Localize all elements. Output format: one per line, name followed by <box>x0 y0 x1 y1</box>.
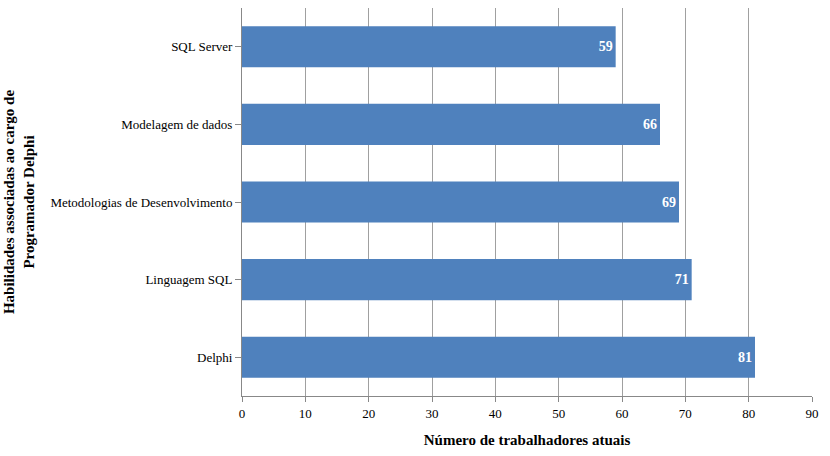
svg-text:Número de trabalhadores atuais: Número de trabalhadores atuais <box>424 432 631 448</box>
svg-text:40: 40 <box>489 406 502 421</box>
svg-text:69: 69 <box>662 195 676 210</box>
svg-text:71: 71 <box>675 272 689 287</box>
svg-text:20: 20 <box>362 406 375 421</box>
svg-text:70: 70 <box>679 406 692 421</box>
svg-text:80: 80 <box>742 406 755 421</box>
svg-text:66: 66 <box>643 117 657 132</box>
svg-text:Delphi: Delphi <box>197 350 233 365</box>
svg-text:0: 0 <box>239 406 246 421</box>
svg-text:Linguagem SQL: Linguagem SQL <box>145 272 232 287</box>
svg-text:59: 59 <box>599 39 613 54</box>
svg-text:81: 81 <box>738 350 752 365</box>
svg-text:Metodologias de Desenvolviment: Metodologias de Desenvolvimento <box>50 195 232 210</box>
svg-text:50: 50 <box>552 406 565 421</box>
svg-text:90: 90 <box>806 406 819 421</box>
svg-text:60: 60 <box>616 406 629 421</box>
svg-text:10: 10 <box>299 406 312 421</box>
svg-text:SQL Server: SQL Server <box>171 39 233 54</box>
svg-text:30: 30 <box>426 406 439 421</box>
svg-text:Modelagem de dados: Modelagem de dados <box>121 117 232 132</box>
svg-text:Habilidades associadas ao carg: Habilidades associadas ao cargo deProgra… <box>1 90 37 315</box>
